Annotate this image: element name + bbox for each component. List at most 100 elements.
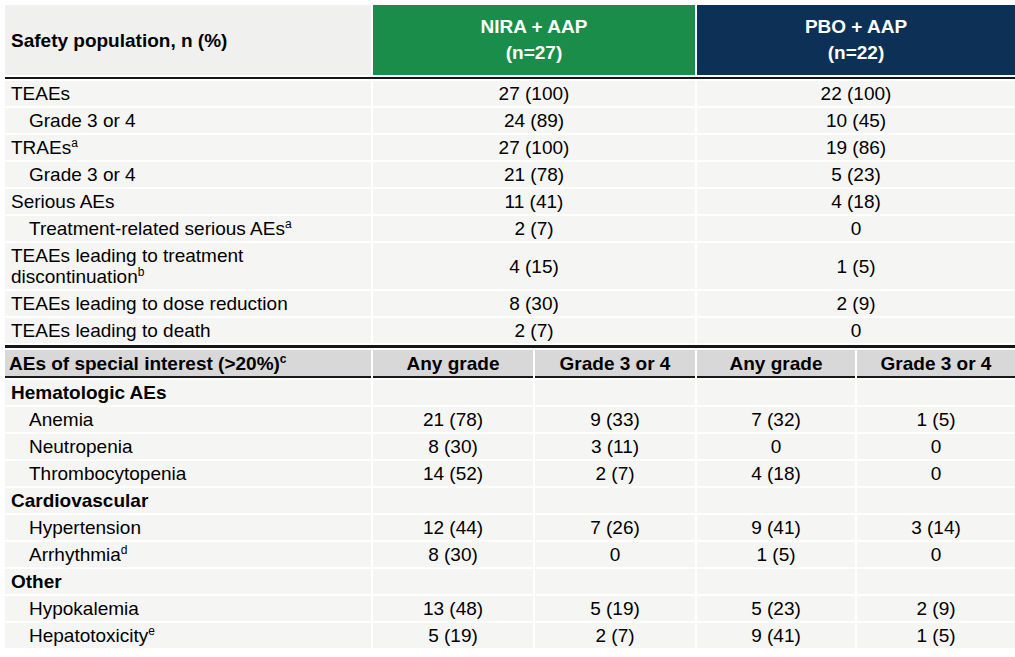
section-divider-line (5, 345, 1015, 348)
section-divider (5, 345, 1015, 348)
row-label: TEAEs leading to treatment discontinuati… (5, 243, 371, 289)
table-row: Neutropenia8 (30)3 (11)00 (5, 434, 1015, 459)
special-interest-section: Hematologic AEsAnemia21 (78)9 (33)7 (32)… (5, 380, 1015, 648)
nira-value-cell: 24 (89) (373, 108, 695, 133)
table-title-cell: Safety population, n (%) (5, 5, 371, 75)
value-cell (535, 488, 695, 513)
category-row: Other (5, 569, 1015, 594)
pbo-value-cell: 0 (697, 216, 1015, 241)
value-cell: 12 (44) (373, 515, 533, 540)
value-cell: 1 (5) (697, 542, 855, 567)
row-label: Grade 3 or 4 (5, 108, 371, 133)
nira-header-cell: NIRA + AAP (n=27) (373, 5, 695, 75)
value-cell: 5 (23) (697, 596, 855, 621)
table-row: Hypertension12 (44)7 (26)9 (41)3 (14) (5, 515, 1015, 540)
value-cell: 7 (32) (697, 407, 855, 432)
table-row: TEAEs27 (100)22 (100) (5, 81, 1015, 106)
value-cell: 14 (52) (373, 461, 533, 486)
value-cell: 3 (14) (857, 515, 1015, 540)
value-cell: 0 (697, 434, 855, 459)
row-label: Hypokalemia (5, 596, 371, 621)
value-cell: 4 (18) (697, 461, 855, 486)
nira-value-cell: 2 (7) (373, 318, 695, 343)
row-label: Thrombocytopenia (5, 461, 371, 486)
row-label: Grade 3 or 4 (5, 162, 371, 187)
special-interest-title-cell: AEs of special interest (>20%)c (5, 350, 371, 378)
pbo-group-name: PBO + AAP (697, 14, 1015, 40)
nira-group-n: (n=27) (373, 40, 695, 66)
value-cell (373, 569, 533, 594)
row-label: Hematologic AEs (5, 380, 371, 405)
value-cell: 1 (5) (857, 407, 1015, 432)
pbo-value-cell: 10 (45) (697, 108, 1015, 133)
header-section: Safety population, n (%) NIRA + AAP (n=2… (5, 5, 1015, 79)
pbo-value-cell: 5 (23) (697, 162, 1015, 187)
value-cell: 8 (30) (373, 542, 533, 567)
value-cell (857, 380, 1015, 405)
row-label: Other (5, 569, 371, 594)
value-cell (373, 488, 533, 513)
value-cell: 5 (19) (535, 596, 695, 621)
nira-value-cell: 11 (41) (373, 189, 695, 214)
nira-value-cell: 2 (7) (373, 216, 695, 241)
table-row: TEAEs leading to treatment discontinuati… (5, 243, 1015, 289)
row-label: Cardiovascular (5, 488, 371, 513)
row-label: TRAEsa (5, 135, 371, 160)
value-cell: 13 (48) (373, 596, 533, 621)
row-label: Arrhythmiad (5, 542, 371, 567)
row-label: TEAEs leading to death (5, 318, 371, 343)
row-label: Neutropenia (5, 434, 371, 459)
value-cell (535, 569, 695, 594)
value-cell (857, 488, 1015, 513)
table-row: TEAEs leading to dose reduction8 (30)2 (… (5, 291, 1015, 316)
special-interest-header-row: AEs of special interest (>20%)c Any grad… (5, 350, 1015, 378)
table-row: Hepatotoxicitye5 (19)2 (7)9 (41)1 (5) (5, 623, 1015, 648)
footnote-marker: a (285, 217, 292, 231)
value-cell: 1 (5) (857, 623, 1015, 648)
value-cell: 9 (33) (535, 407, 695, 432)
pbo-value-cell: 1 (5) (697, 243, 1015, 289)
nira-value-cell: 27 (100) (373, 81, 695, 106)
value-cell (697, 569, 855, 594)
pbo-value-cell: 0 (697, 318, 1015, 343)
row-label: Anemia (5, 407, 371, 432)
footnote-marker: c (280, 352, 287, 366)
table-row: Treatment-related serious AEsa2 (7)0 (5, 216, 1015, 241)
value-cell (697, 380, 855, 405)
table-row: Serious AEs11 (41)4 (18) (5, 189, 1015, 214)
pbo-group-n: (n=22) (697, 40, 1015, 66)
footnote-marker: e (148, 624, 155, 638)
row-label: Treatment-related serious AEsa (5, 216, 371, 241)
header-divider (5, 77, 1015, 79)
header-divider-line (5, 77, 1015, 79)
footnote-marker: b (138, 265, 145, 279)
value-cell: 5 (19) (373, 623, 533, 648)
table-row: Arrhythmiad8 (30)01 (5)0 (5, 542, 1015, 567)
footnote-marker: d (121, 543, 128, 557)
col-header-nira-any-grade: Any grade (373, 350, 533, 378)
table-row: TRAEsa27 (100)19 (86) (5, 135, 1015, 160)
overall-section: TEAEs27 (100)22 (100)Grade 3 or 424 (89)… (5, 81, 1015, 343)
special-interest-header-section: AEs of special interest (>20%)c Any grad… (5, 345, 1015, 378)
value-cell: 3 (11) (535, 434, 695, 459)
value-cell: 9 (41) (697, 515, 855, 540)
nira-value-cell: 4 (15) (373, 243, 695, 289)
nira-group-name: NIRA + AAP (373, 14, 695, 40)
row-label: Hepatotoxicitye (5, 623, 371, 648)
nira-value-cell: 21 (78) (373, 162, 695, 187)
value-cell: 0 (857, 542, 1015, 567)
value-cell: 0 (857, 434, 1015, 459)
col-header-pbo-any-grade: Any grade (697, 350, 855, 378)
value-cell: 2 (7) (535, 461, 695, 486)
pbo-value-cell: 19 (86) (697, 135, 1015, 160)
value-cell (857, 569, 1015, 594)
table-row: Thrombocytopenia14 (52)2 (7)4 (18)0 (5, 461, 1015, 486)
value-cell: 9 (41) (697, 623, 855, 648)
nira-value-cell: 27 (100) (373, 135, 695, 160)
value-cell: 0 (857, 461, 1015, 486)
pbo-value-cell: 2 (9) (697, 291, 1015, 316)
row-label: TEAEs leading to dose reduction (5, 291, 371, 316)
pbo-header-cell: PBO + AAP (n=22) (697, 5, 1015, 75)
value-cell: 21 (78) (373, 407, 533, 432)
pbo-value-cell: 4 (18) (697, 189, 1015, 214)
